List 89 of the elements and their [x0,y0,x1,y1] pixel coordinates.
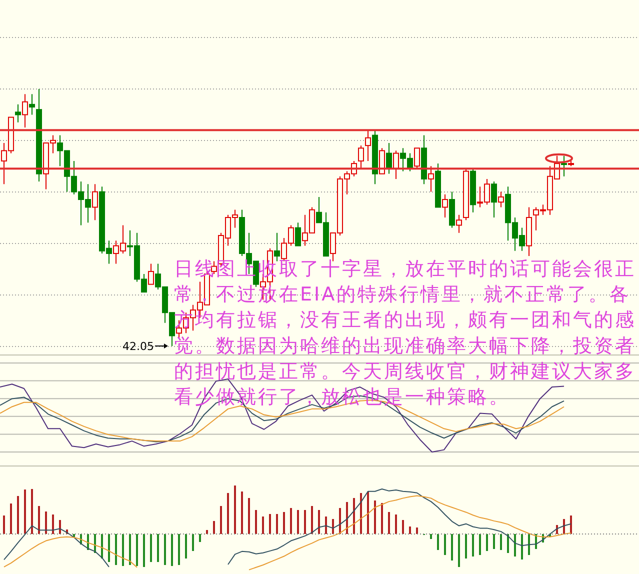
bar [283,512,285,534]
bar [17,496,19,534]
bar [10,504,12,534]
bar [367,491,369,534]
bar [24,489,26,534]
bar [213,520,215,534]
bar [311,506,313,534]
bar [479,534,481,555]
bar [234,486,236,534]
bar [402,520,404,534]
bar [3,516,5,534]
annotation: 42.05 [122,340,154,353]
bar [220,506,222,534]
bar [255,510,257,534]
candlestick [29,94,35,116]
bar [521,534,523,560]
bar [31,488,33,534]
bar [409,526,411,534]
bar [360,492,362,534]
bar [101,534,103,559]
candlestick [274,232,280,262]
bar [192,534,194,551]
bar [388,512,390,534]
candlestick [379,148,385,174]
bar [395,514,397,534]
bar [171,534,173,566]
bar [437,534,439,550]
candlestick [15,104,21,123]
bar [528,534,530,555]
candlestick [491,181,497,218]
candlestick [442,194,448,218]
candlestick [358,145,364,170]
bar [199,534,201,542]
bar [115,534,117,565]
candlestick [295,222,301,246]
bar [157,534,159,562]
bar [325,516,327,534]
bar [52,514,54,534]
bar [108,534,110,562]
bar [150,534,152,562]
candlestick [148,263,154,285]
bar [507,534,509,553]
bar [318,510,320,534]
bar [73,534,75,537]
bar [374,500,376,534]
bar [297,510,299,534]
bar [45,512,47,534]
bar [241,491,243,534]
bar [136,534,138,566]
candlestick [498,191,504,208]
candlestick [428,166,434,192]
bar [430,534,432,539]
bar [178,534,180,565]
bar [514,534,516,557]
bar [269,514,271,534]
bar [143,534,145,567]
bar [276,514,278,534]
bar [500,534,502,550]
bar [465,534,467,559]
bar [38,506,40,534]
bar [381,503,383,534]
bar [332,518,334,534]
bar [304,510,306,534]
bar [122,534,124,566]
candlestick [456,214,462,234]
candlestick [92,184,98,221]
bar [493,534,495,550]
bar [227,492,229,534]
bar [444,534,446,555]
bar [59,520,61,534]
candlestick [22,94,28,128]
bar [206,530,208,534]
bar [472,534,474,557]
bar [570,516,572,534]
bar [262,516,264,534]
bar [416,528,418,534]
bar [339,508,341,534]
bar [451,534,453,561]
bar [185,534,187,559]
bar [346,502,348,534]
bar [290,508,292,534]
bar [458,534,460,567]
candlestick [365,130,371,162]
bar [248,498,250,534]
bar [353,498,355,534]
bar [486,534,488,551]
bar [164,534,166,565]
candlestick [414,148,420,170]
bar [129,534,131,565]
